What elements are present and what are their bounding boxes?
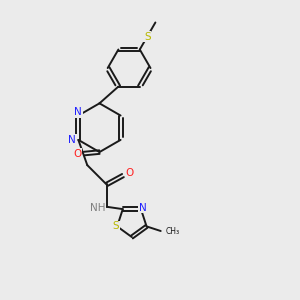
Text: NH: NH bbox=[90, 203, 105, 213]
Text: S: S bbox=[144, 32, 151, 42]
Text: N: N bbox=[68, 135, 76, 145]
Text: N: N bbox=[139, 202, 146, 213]
Text: O: O bbox=[74, 148, 82, 159]
Text: CH₃: CH₃ bbox=[166, 227, 180, 236]
Text: N: N bbox=[74, 107, 82, 117]
Text: O: O bbox=[125, 168, 134, 178]
Text: S: S bbox=[112, 221, 119, 231]
